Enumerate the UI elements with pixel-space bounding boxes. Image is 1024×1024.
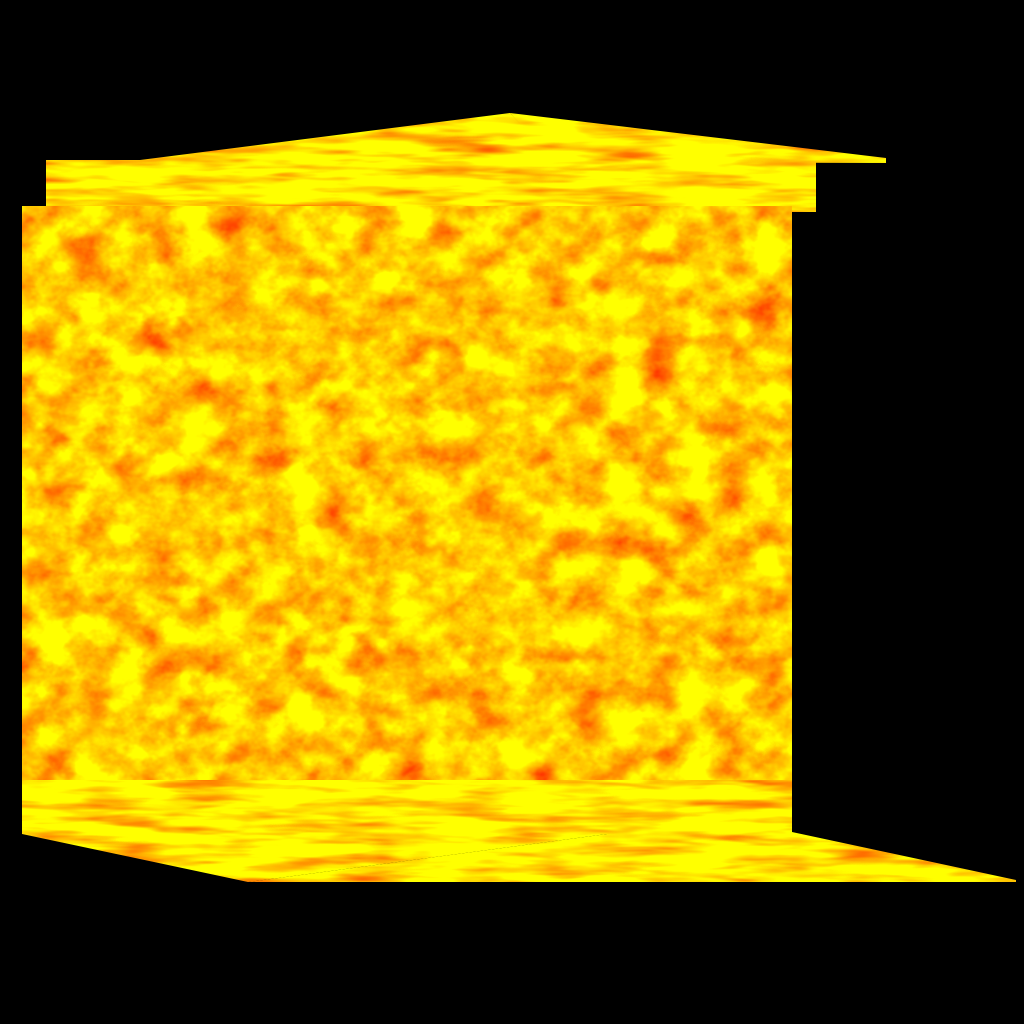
cube-top-face-wing xyxy=(510,113,886,163)
cube-bottom-face-wing xyxy=(248,832,1016,882)
cube-top-face-left xyxy=(46,113,816,212)
cube-bottom-face xyxy=(22,780,792,882)
cube-front-face xyxy=(22,206,792,834)
